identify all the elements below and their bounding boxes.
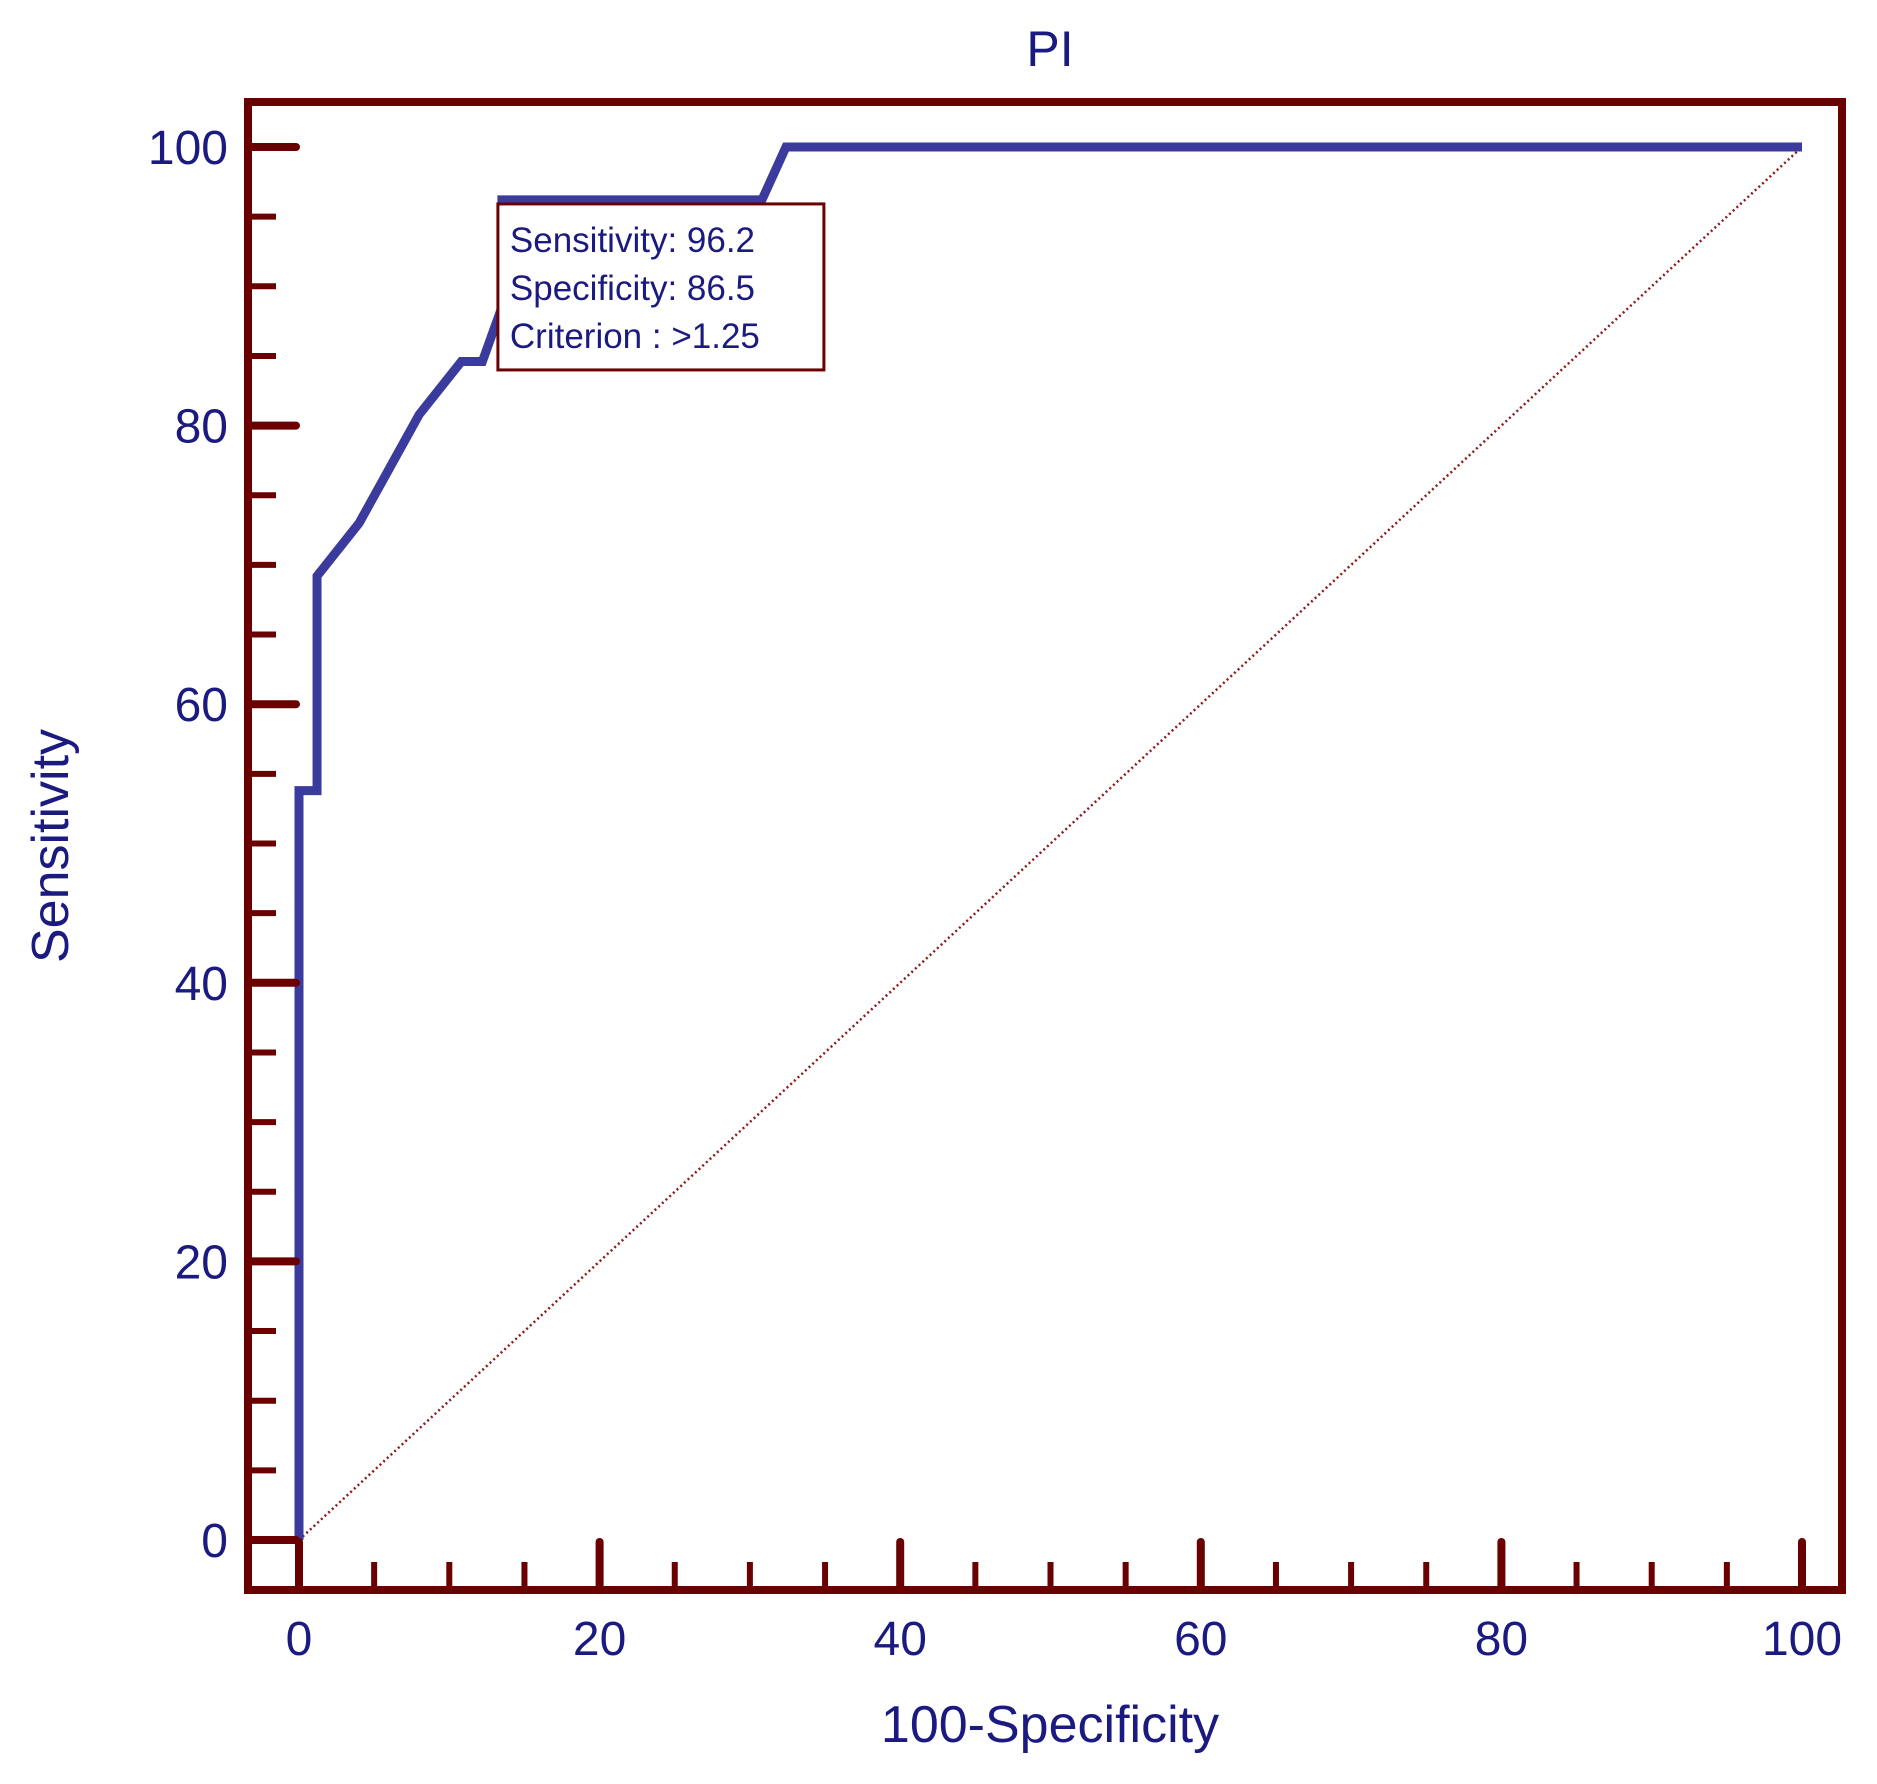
y-axis-label: Sensitivity [22,729,80,963]
y-tick-label: 0 [201,1515,228,1568]
annotation-line: Criterion : >1.25 [510,317,760,356]
x-tick-label: 60 [1174,1613,1227,1666]
y-tick-label: 60 [175,679,228,732]
x-tick-label: 20 [573,1613,626,1666]
roc-curve-line [294,142,1802,1540]
annotation-box [496,202,826,372]
y-tick-label: 80 [175,401,228,454]
annotation-line: Specificity: 86.5 [510,269,755,308]
y-axis-ticks: 0 20 40 60 80 100 [148,122,300,1568]
annotation-line: Sensitivity: 96.2 [510,221,755,260]
x-tick-label: 40 [874,1613,927,1666]
x-axis-ticks: 0 20 40 60 80 100 [286,1538,1842,1666]
chart-title: PI [1026,21,1073,77]
x-tick-label: 0 [286,1613,313,1666]
x-tick-label: 80 [1475,1613,1528,1666]
y-tick-label: 100 [148,122,228,175]
y-tick-label: 20 [175,1236,228,1289]
reference-line-layer [298,146,1803,1541]
roc-curve-layer [294,142,1802,1540]
annotation-layer: Sensitivity: 96.2 Specificity: 86.5 Criter… [496,202,826,372]
x-axis-label: 100-Specificity [881,1696,1219,1754]
reference-diagonal-line [298,146,1803,1541]
y-tick-label: 40 [175,958,228,1011]
x-tick-label: 100 [1762,1613,1842,1666]
